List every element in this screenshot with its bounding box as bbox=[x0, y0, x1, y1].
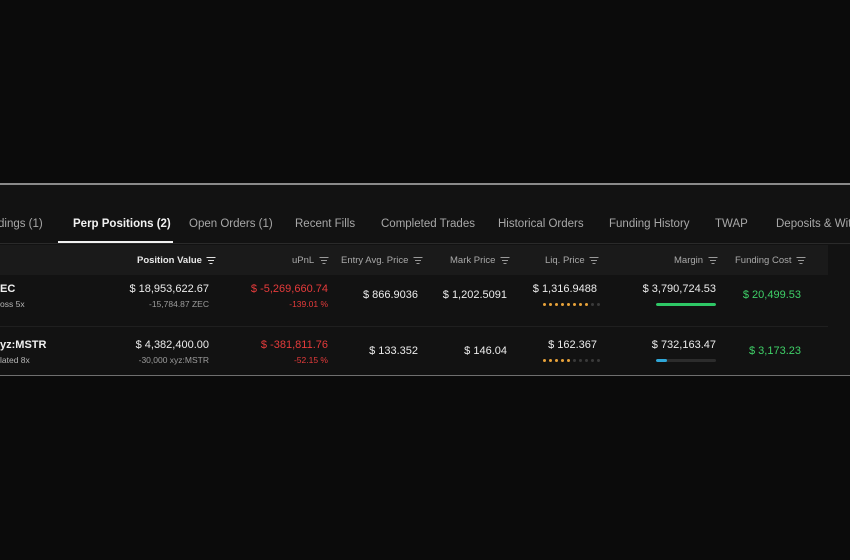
sort-icon bbox=[796, 257, 806, 264]
liq-risk-dot bbox=[561, 303, 564, 306]
liq-risk-dot bbox=[561, 359, 564, 362]
funding-cost: $ 3,173.23 bbox=[749, 345, 801, 357]
tab-open-orders[interactable]: Open Orders (1) bbox=[189, 218, 273, 230]
margin-value: $ 3,790,724.53 bbox=[642, 283, 716, 295]
upnl-value: $ -5,269,660.74 bbox=[250, 283, 328, 295]
liq-risk-indicator bbox=[543, 359, 600, 362]
header-entry-price[interactable]: Entry Avg. Price bbox=[341, 255, 423, 266]
tab-funding-history[interactable]: Funding History bbox=[609, 218, 690, 230]
margin-ratio-fill bbox=[656, 303, 716, 306]
header-margin[interactable]: Margin bbox=[674, 255, 718, 266]
upnl-percent: -139.01 % bbox=[289, 299, 328, 309]
liq-risk-dot bbox=[543, 359, 546, 362]
liq-risk-dot bbox=[579, 359, 582, 362]
liq-risk-dot bbox=[579, 303, 582, 306]
liq-risk-dot bbox=[567, 303, 570, 306]
coin-symbol[interactable]: yz:MSTR bbox=[0, 339, 47, 351]
mark-price: $ 1,202.5091 bbox=[442, 289, 507, 301]
coin-symbol[interactable]: EC bbox=[0, 283, 16, 295]
upnl-value: $ -381,811.76 bbox=[260, 339, 328, 351]
sort-icon bbox=[589, 257, 599, 264]
sort-icon bbox=[708, 257, 718, 264]
header-mark-price[interactable]: Mark Price bbox=[450, 255, 510, 266]
sort-icon bbox=[500, 257, 510, 264]
positions-panel: dings (1) Perp Positions (2) Open Orders… bbox=[0, 185, 850, 375]
liq-risk-dot bbox=[555, 303, 558, 306]
liq-risk-indicator bbox=[543, 303, 600, 306]
position-value: $ 18,953,622.67 bbox=[129, 283, 209, 295]
margin-value: $ 732,163.47 bbox=[651, 339, 716, 351]
position-value: $ 4,382,400.00 bbox=[135, 339, 209, 351]
header-upnl[interactable]: uPnL bbox=[292, 255, 329, 266]
position-size: -30,000 xyz:MSTR bbox=[138, 355, 209, 365]
header-liq-price[interactable]: Liq. Price bbox=[545, 255, 599, 266]
frame-top-line bbox=[0, 183, 850, 185]
margin-mode: lated 8x bbox=[0, 355, 30, 365]
tab-deposits-withdrawals[interactable]: Deposits & With bbox=[776, 218, 850, 230]
liq-risk-dot bbox=[555, 359, 558, 362]
tab-recent-fills[interactable]: Recent Fills bbox=[295, 218, 356, 230]
sort-icon bbox=[319, 257, 329, 264]
sort-icon bbox=[206, 257, 216, 264]
margin-ratio-bar bbox=[656, 359, 716, 362]
liq-risk-dot bbox=[549, 359, 552, 362]
tab-twap[interactable]: TWAP bbox=[715, 218, 748, 230]
table-row[interactable]: EC oss 5x $ 18,953,622.67 -15,784.87 ZEC… bbox=[0, 278, 828, 326]
liq-risk-dot bbox=[597, 303, 600, 306]
liq-risk-dot bbox=[549, 303, 552, 306]
tab-completed-trades[interactable]: Completed Trades bbox=[381, 218, 475, 230]
liq-risk-dot bbox=[573, 303, 576, 306]
mark-price: $ 146.04 bbox=[464, 345, 507, 357]
liq-risk-dot bbox=[543, 303, 546, 306]
tab-historical-orders[interactable]: Historical Orders bbox=[498, 218, 584, 230]
table-row[interactable]: yz:MSTR lated 8x $ 4,382,400.00 -30,000 … bbox=[0, 326, 828, 374]
tab-holdings[interactable]: dings (1) bbox=[0, 218, 43, 230]
funding-cost: $ 20,499.53 bbox=[742, 289, 801, 301]
liq-risk-dot bbox=[597, 359, 600, 362]
liq-risk-dot bbox=[567, 359, 570, 362]
liq-risk-dot bbox=[573, 359, 576, 362]
header-position-value[interactable]: Position Value bbox=[137, 255, 216, 266]
liq-price: $ 1,316.9488 bbox=[532, 283, 597, 295]
sort-icon bbox=[413, 257, 423, 264]
position-size: -15,784.87 ZEC bbox=[148, 299, 209, 309]
margin-ratio-fill bbox=[656, 359, 667, 362]
tab-perp-positions[interactable]: Perp Positions (2) bbox=[73, 218, 171, 230]
margin-mode: oss 5x bbox=[0, 299, 25, 309]
frame-bottom-line bbox=[0, 375, 850, 376]
liq-risk-dot bbox=[585, 303, 588, 306]
header-funding-cost[interactable]: Funding Cost bbox=[735, 255, 806, 266]
liq-risk-dot bbox=[591, 303, 594, 306]
entry-price: $ 133.352 bbox=[369, 345, 418, 357]
liq-risk-dot bbox=[591, 359, 594, 362]
entry-price: $ 866.9036 bbox=[362, 289, 418, 301]
liq-risk-dot bbox=[585, 359, 588, 362]
table-header: Position Value uPnL Entry Avg. Price Mar… bbox=[0, 245, 828, 275]
margin-ratio-bar bbox=[656, 303, 716, 306]
liq-price: $ 162.367 bbox=[548, 339, 597, 351]
upnl-percent: -52.15 % bbox=[293, 355, 328, 365]
active-tab-indicator bbox=[58, 241, 173, 243]
tab-bar: dings (1) Perp Positions (2) Open Orders… bbox=[0, 185, 850, 244]
